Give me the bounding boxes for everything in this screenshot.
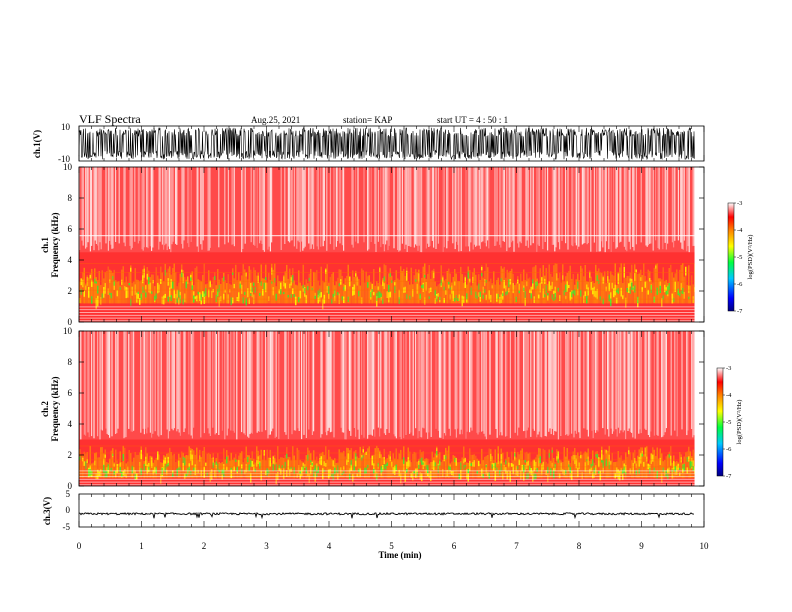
time-tick-label: 0 bbox=[77, 541, 82, 551]
ch1-waveform-line bbox=[78, 126, 695, 161]
date-label: Aug.25, 2021 bbox=[251, 115, 300, 125]
colorbar-tick-label: -6 bbox=[726, 446, 732, 453]
spectrogram-ytick-label: 0 bbox=[68, 481, 73, 491]
colorbar-tick-label: -4 bbox=[737, 227, 743, 234]
spectrogram-ytick-label: 6 bbox=[68, 388, 73, 398]
time-tick-label: 1 bbox=[139, 541, 144, 551]
time-tick-label: 6 bbox=[452, 541, 457, 551]
spectrogram-ytick-label: 10 bbox=[63, 162, 73, 172]
spectrogram-ytick-label: 6 bbox=[68, 224, 73, 234]
spectrogram-ytick-label: 8 bbox=[68, 357, 73, 367]
ch2-spectrogram-ylabel-channel: ch.2 bbox=[40, 401, 50, 417]
spectrogram-ytick-label: 0 bbox=[68, 317, 73, 327]
colorbar-tick-label: -5 bbox=[726, 419, 731, 426]
colorbar-tick-label: -7 bbox=[726, 473, 732, 480]
colorbar-tick-label: -3 bbox=[726, 365, 731, 372]
colorbar-tick-label: -5 bbox=[737, 254, 742, 261]
ch1-ytick-bottom: -10 bbox=[58, 154, 70, 164]
ch3-waveform-ylabel: ch.3(V) bbox=[42, 497, 52, 525]
ch1-spectrogram-yticks: 0 2 4 6 8 10 bbox=[63, 162, 704, 327]
ch1-colorbar-ticks: -3 -4 -5 -6 -7 bbox=[734, 200, 743, 315]
ch1-spectrogram-image bbox=[79, 167, 704, 323]
spectrogram-ytick-label: 2 bbox=[68, 286, 73, 296]
time-axis-label: Time (min) bbox=[378, 550, 421, 560]
figure-title: VLF Spectra bbox=[79, 112, 141, 126]
time-tick-label: 10 bbox=[700, 541, 710, 551]
spectrogram-ytick-label: 2 bbox=[68, 450, 73, 460]
ch3-ytick-top: 5 bbox=[66, 489, 71, 499]
time-tick-label: 4 bbox=[327, 541, 332, 551]
ch1-spectrogram-ylabel-frequency: Frequency (kHz) bbox=[50, 212, 60, 277]
ch1-spectrogram-ylabel-channel: ch.1 bbox=[40, 237, 50, 253]
ch2-colorbar-label: log(PSD)(V²/Hz) bbox=[736, 400, 743, 445]
ch3-ytick-middle: 0 bbox=[66, 505, 71, 515]
ch2-spectrogram-ylabel-frequency: Frequency (kHz) bbox=[50, 376, 60, 441]
time-tick-label: 2 bbox=[202, 541, 207, 551]
ch2-spectrogram-image bbox=[79, 331, 704, 486]
time-axis-tick-labels: 0 1 2 3 4 5 6 7 8 9 10 bbox=[77, 541, 709, 551]
ch1-ytick-top: 10 bbox=[61, 122, 71, 132]
colorbar-tick-label: -6 bbox=[737, 281, 743, 288]
ch2-colorbar bbox=[716, 367, 724, 477]
colorbar-tick-label: -4 bbox=[726, 392, 732, 399]
time-tick-label: 5 bbox=[389, 541, 394, 551]
time-tick-label: 8 bbox=[577, 541, 582, 551]
station-label: station= KAP bbox=[343, 115, 392, 125]
colorbar-tick-label: -3 bbox=[737, 200, 742, 207]
ch1-colorbar-label: log(PSD)(V²/Hz) bbox=[747, 235, 754, 280]
ch2-colorbar-ticks: -3 -4 -5 -6 -7 bbox=[723, 365, 732, 480]
spectrogram-ytick-label: 4 bbox=[68, 419, 73, 429]
time-tick-label: 9 bbox=[639, 541, 644, 551]
time-tick-label: 3 bbox=[264, 541, 269, 551]
spectrogram-ytick-label: 10 bbox=[63, 326, 73, 336]
ch3-waveform-line bbox=[78, 511, 694, 520]
ch3-ytick-bottom: -5 bbox=[63, 522, 71, 532]
ch2-spectrogram-yticks: 0 2 4 6 8 10 bbox=[63, 326, 704, 491]
ch1-waveform-panel: 10 -10 ch.1(V) bbox=[32, 122, 705, 164]
time-axis-ticks bbox=[78, 126, 705, 527]
ch1-colorbar bbox=[727, 202, 735, 312]
spectrogram-ytick-label: 4 bbox=[68, 255, 73, 265]
time-tick-label: 7 bbox=[514, 541, 519, 551]
colorbar-tick-label: -7 bbox=[737, 308, 743, 315]
ch1-waveform-ylabel: ch.1(V) bbox=[32, 130, 42, 158]
spectrogram-ytick-label: 8 bbox=[68, 193, 73, 203]
start-time-label: start UT = 4 : 50 : 1 bbox=[437, 115, 508, 125]
